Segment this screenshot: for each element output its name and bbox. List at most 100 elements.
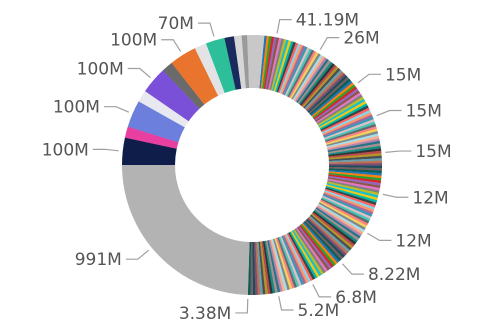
small-slice (288, 50, 317, 99)
small-slice (279, 43, 301, 94)
small-slice (291, 230, 322, 277)
small-slice (272, 238, 290, 291)
data-label-leader (319, 37, 340, 50)
small-slice (328, 168, 382, 174)
small-slice (322, 114, 373, 137)
small-slice (327, 177, 381, 189)
small-slice (328, 145, 381, 156)
small-slice (298, 61, 334, 105)
data-label: 6.8M (335, 288, 377, 308)
small-slice (326, 181, 379, 196)
small-slice (303, 68, 341, 109)
small-slice (315, 90, 361, 123)
small-slice (303, 220, 342, 262)
small-slice (293, 229, 324, 275)
small-slice (282, 45, 306, 95)
small-slice (325, 126, 377, 144)
data-label: 8.22M (368, 265, 421, 285)
small-slice (324, 190, 375, 210)
small-slice (268, 239, 283, 292)
data-label-left-leader (161, 39, 182, 52)
small-slice (323, 192, 374, 215)
small-slice (328, 153, 382, 160)
small-slice (324, 121, 376, 141)
small-slice (325, 123, 377, 143)
small-slice (275, 237, 295, 289)
small-slice (326, 133, 379, 148)
small-slice (328, 165, 382, 169)
small-slice (310, 80, 353, 117)
small-slice (327, 140, 381, 153)
slice-left (194, 43, 225, 96)
small-slice (320, 198, 370, 224)
data-label-left-leader (92, 148, 119, 152)
small-slice (265, 36, 277, 90)
data-label-left-leader (103, 106, 130, 113)
small-slice (305, 218, 345, 258)
data-label: 15M (406, 102, 442, 122)
data-label-main-leader (125, 249, 150, 260)
small-slice (305, 71, 345, 111)
slice-main (122, 164, 250, 295)
data-label-left: 100M (77, 59, 124, 79)
small-slice (311, 212, 355, 247)
data-label: 41.19M (296, 11, 359, 31)
slice-left (162, 62, 205, 109)
small-slice (267, 240, 281, 293)
small-slice (269, 38, 285, 91)
donut-slices (122, 35, 382, 295)
small-slice (328, 169, 382, 176)
small-slice (309, 214, 352, 251)
slice-top (247, 35, 265, 89)
small-slice (299, 63, 335, 106)
data-label: 15M (415, 142, 451, 162)
data-label: 3.38M (179, 304, 232, 324)
small-slice (298, 225, 332, 270)
small-slice (301, 64, 337, 107)
small-slice (256, 241, 263, 295)
small-slice (324, 119, 375, 140)
small-slice (304, 219, 344, 260)
small-slice (271, 239, 288, 291)
small-slice (284, 234, 309, 284)
data-label-left-leader (127, 67, 151, 79)
small-slice (279, 236, 302, 287)
small-slice (295, 57, 328, 103)
small-slice (327, 135, 380, 150)
small-slice (270, 239, 286, 292)
small-slice (325, 185, 378, 203)
small-slice (259, 35, 267, 89)
small-slice (295, 227, 328, 273)
small-slice (273, 40, 292, 92)
small-slice (328, 160, 382, 165)
small-slice (328, 150, 382, 159)
small-slice (255, 241, 261, 295)
small-slice (263, 36, 275, 90)
data-label: 12M (412, 188, 448, 208)
small-slice (327, 178, 380, 191)
small-slice (326, 184, 378, 201)
small-slice (314, 88, 359, 121)
small-slice (281, 235, 304, 286)
small-slice (280, 44, 304, 95)
small-slice (328, 174, 382, 184)
small-slice (247, 241, 252, 295)
small-slice (299, 224, 334, 268)
small-slice (322, 194, 373, 217)
small-slice (328, 166, 382, 171)
data-label-leader (342, 263, 364, 275)
small-slice (318, 98, 366, 128)
data-label-left: 100M (110, 31, 157, 51)
small-slice (262, 241, 273, 294)
data-label-leader (357, 73, 381, 84)
small-slice (286, 48, 313, 97)
data-label-leader (385, 150, 412, 153)
leader-lines (92, 19, 412, 314)
small-slice (321, 109, 371, 134)
small-slice (317, 96, 365, 126)
small-slice (313, 209, 358, 243)
data-label-leader (235, 298, 249, 314)
small-slice (252, 241, 256, 295)
